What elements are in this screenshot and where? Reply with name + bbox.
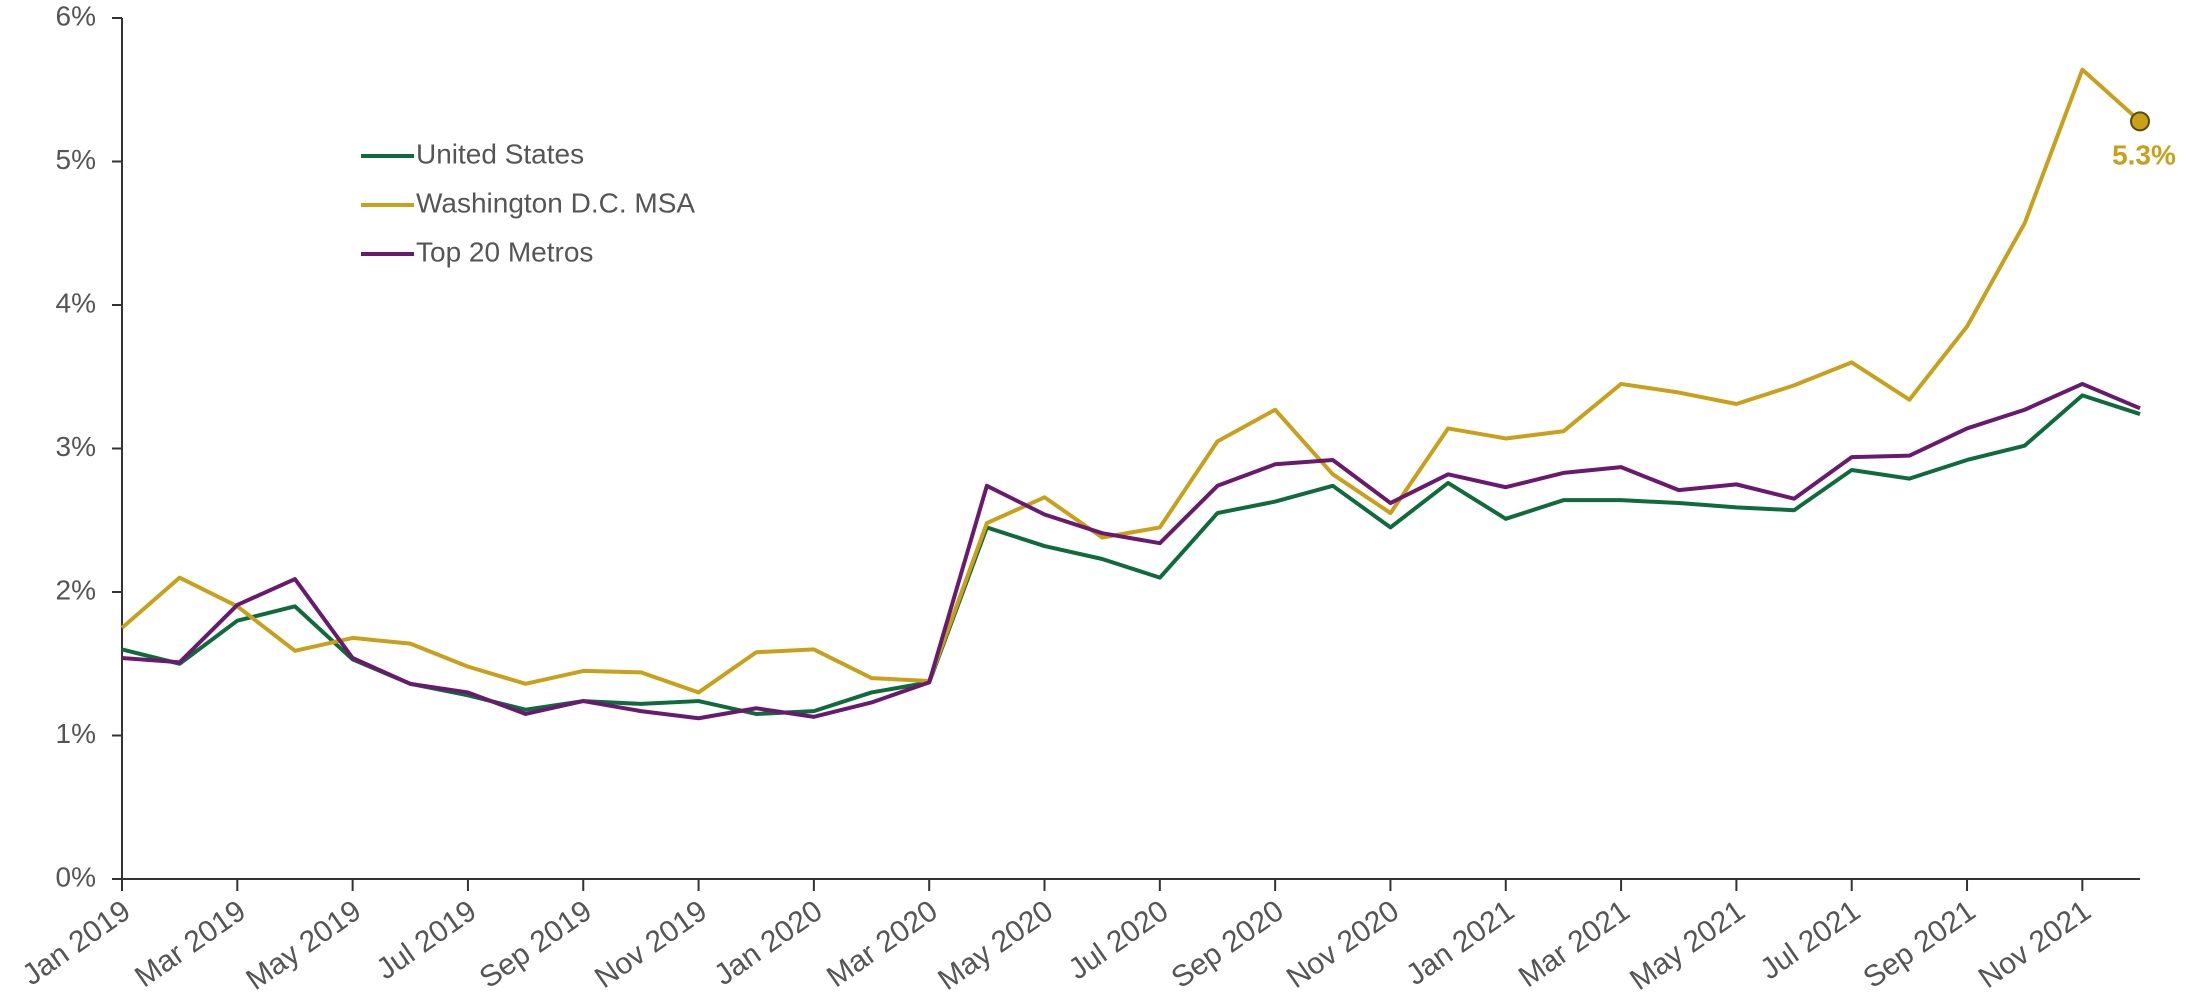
y-tick-label: 2% [56, 574, 96, 605]
series-line [121, 393, 2141, 716]
legend-label: United States [416, 138, 584, 169]
x-tick-label: May 2020 [932, 894, 1059, 997]
x-tick-label: Jan 2019 [17, 894, 137, 992]
y-tick-label: 0% [56, 861, 96, 892]
x-tick-label: Nov 2020 [1281, 894, 1405, 995]
x-tick-label: Mar 2021 [1513, 894, 1636, 994]
y-tick-label: 5% [56, 144, 96, 175]
x-tick-label: Sep 2021 [1857, 894, 1981, 995]
series-line [120, 67, 2142, 695]
x-tick-label: Sep 2020 [1166, 894, 1290, 995]
y-tick-label: 4% [56, 287, 96, 318]
point-marker [2130, 111, 2150, 132]
x-tick-label: Mar 2019 [129, 894, 252, 994]
y-tick-label: 6% [56, 0, 96, 31]
legend-label: Washington D.C. MSA [416, 187, 695, 218]
series-line [121, 381, 2141, 721]
x-tick-label: Nov 2021 [1973, 894, 2097, 995]
data-label: 5.3% [2112, 140, 2176, 171]
legend-label: Top 20 Metros [416, 236, 593, 267]
x-tick-label: May 2019 [240, 894, 367, 997]
x-tick-label: Sep 2019 [474, 894, 598, 995]
x-tick-label: Jan 2020 [708, 894, 828, 992]
x-tick-label: Jul 2020 [1063, 894, 1175, 986]
x-tick-label: Mar 2020 [821, 894, 944, 994]
x-tick-label: Jan 2021 [1400, 894, 1520, 992]
x-tick-label: Jul 2021 [1754, 894, 1866, 986]
x-tick-label: Jul 2019 [371, 894, 483, 986]
y-tick-label: 3% [56, 431, 96, 462]
x-tick-label: Nov 2019 [589, 894, 713, 995]
y-tick-label: 1% [56, 718, 96, 749]
x-tick-label: May 2021 [1624, 894, 1751, 997]
